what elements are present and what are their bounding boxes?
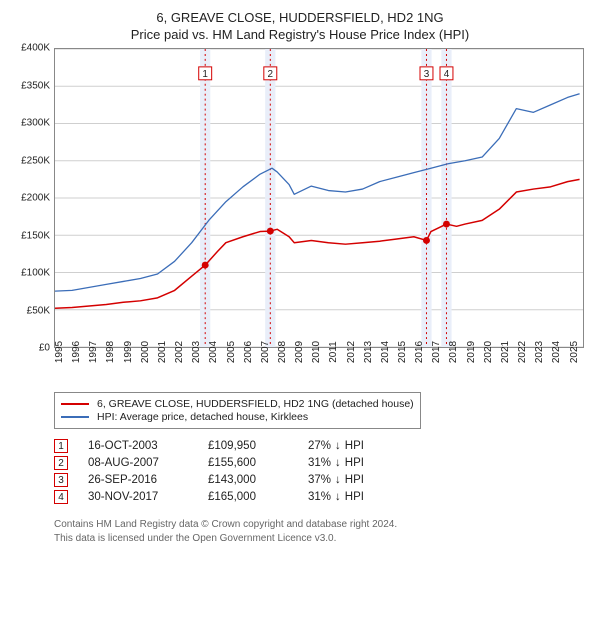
x-axis-label: 2020 — [483, 341, 494, 363]
x-axis-label: 2003 — [191, 341, 202, 363]
legend-swatch — [61, 416, 89, 418]
x-axis-label: 1999 — [123, 341, 134, 363]
event-date: 30-NOV-2017 — [88, 491, 188, 503]
event-pct-value: 27% — [308, 440, 331, 452]
x-axis-label: 2022 — [517, 341, 528, 363]
x-axis-label: 2005 — [226, 341, 237, 363]
legend-label: 6, GREAVE CLOSE, HUDDERSFIELD, HD2 1NG (… — [97, 398, 414, 410]
x-axis-label: 2014 — [380, 341, 391, 363]
event-pct-suffix: HPI — [345, 474, 364, 486]
x-axis-label: 2007 — [260, 341, 271, 363]
svg-text:1: 1 — [202, 69, 208, 80]
event-pct-vs-hpi: 37% ↓ HPI — [308, 474, 398, 486]
down-arrow-icon: ↓ — [335, 457, 341, 469]
x-axis-label: 2009 — [294, 341, 305, 363]
x-axis-label: 2017 — [431, 341, 442, 363]
down-arrow-icon: ↓ — [335, 474, 341, 486]
event-pct-vs-hpi: 27% ↓ HPI — [308, 440, 398, 452]
legend-item: HPI: Average price, detached house, Kirk… — [61, 411, 414, 423]
x-axis-label: 2008 — [277, 341, 288, 363]
svg-text:4: 4 — [444, 69, 450, 80]
event-marker: 2 — [54, 456, 68, 470]
event-pct-value: 31% — [308, 457, 331, 469]
x-axis-label: 2024 — [551, 341, 562, 363]
event-price: £109,950 — [208, 440, 288, 452]
x-axis: 1995199619971998199920002001200220032004… — [54, 348, 584, 388]
y-axis: £0£50K£100K£150K£200K£250K£300K£350K£400… — [10, 48, 54, 348]
y-axis-label: £100K — [21, 268, 50, 279]
event-date: 08-AUG-2007 — [88, 457, 188, 469]
svg-text:2: 2 — [268, 69, 274, 80]
plot-svg: 1 2 3 4 — [55, 49, 583, 347]
x-axis-label: 2006 — [243, 341, 254, 363]
chart-titles: 6, GREAVE CLOSE, HUDDERSFIELD, HD2 1NG P… — [10, 10, 590, 42]
x-axis-label: 2013 — [363, 341, 374, 363]
down-arrow-icon: ↓ — [335, 491, 341, 503]
x-axis-label: 2000 — [140, 341, 151, 363]
legend-swatch — [61, 403, 89, 405]
x-axis-label: 2011 — [328, 341, 339, 363]
event-pct-suffix: HPI — [345, 457, 364, 469]
event-pct-vs-hpi: 31% ↓ HPI — [308, 491, 398, 503]
plot-region: 1 2 3 4 — [54, 48, 584, 348]
y-axis-label: £300K — [21, 118, 50, 129]
legend-item: 6, GREAVE CLOSE, HUDDERSFIELD, HD2 1NG (… — [61, 398, 414, 410]
event-pct-vs-hpi: 31% ↓ HPI — [308, 457, 398, 469]
event-row: 2 08-AUG-2007 £155,600 31% ↓ HPI — [54, 456, 590, 470]
event-pct-value: 31% — [308, 491, 331, 503]
chart-area: £0£50K£100K£150K£200K£250K£300K£350K£400… — [10, 48, 590, 388]
x-axis-label: 2021 — [500, 341, 511, 363]
footer-attribution: Contains HM Land Registry data © Crown c… — [54, 518, 590, 545]
event-date: 16-OCT-2003 — [88, 440, 188, 452]
y-axis-label: £250K — [21, 155, 50, 166]
event-row: 3 26-SEP-2016 £143,000 37% ↓ HPI — [54, 473, 590, 487]
x-axis-label: 2004 — [208, 341, 219, 363]
legend-label: HPI: Average price, detached house, Kirk… — [97, 411, 308, 423]
legend: 6, GREAVE CLOSE, HUDDERSFIELD, HD2 1NG (… — [54, 392, 421, 429]
event-price: £155,600 — [208, 457, 288, 469]
x-axis-label: 1995 — [54, 341, 65, 363]
y-axis-label: £50K — [27, 305, 50, 316]
x-axis-label: 2023 — [534, 341, 545, 363]
event-pct-suffix: HPI — [345, 440, 364, 452]
footer-line-1: Contains HM Land Registry data © Crown c… — [54, 518, 590, 532]
y-axis-label: £400K — [21, 43, 50, 54]
y-axis-label: £200K — [21, 193, 50, 204]
x-axis-label: 2016 — [414, 341, 425, 363]
y-axis-label: £0 — [39, 343, 50, 354]
x-axis-label: 2002 — [174, 341, 185, 363]
x-axis-label: 2015 — [397, 341, 408, 363]
y-axis-label: £350K — [21, 80, 50, 91]
event-pct-value: 37% — [308, 474, 331, 486]
x-axis-label: 2025 — [569, 341, 580, 363]
svg-text:3: 3 — [424, 69, 430, 80]
down-arrow-icon: ↓ — [335, 440, 341, 452]
x-axis-label: 1996 — [71, 341, 82, 363]
chart-container: 6, GREAVE CLOSE, HUDDERSFIELD, HD2 1NG P… — [0, 0, 600, 555]
event-pct-suffix: HPI — [345, 491, 364, 503]
event-row: 1 16-OCT-2003 £109,950 27% ↓ HPI — [54, 439, 590, 453]
event-row: 4 30-NOV-2017 £165,000 31% ↓ HPI — [54, 490, 590, 504]
x-axis-label: 2018 — [448, 341, 459, 363]
event-marker: 3 — [54, 473, 68, 487]
x-axis-label: 2001 — [157, 341, 168, 363]
y-axis-label: £150K — [21, 230, 50, 241]
x-axis-label: 2012 — [346, 341, 357, 363]
x-axis-label: 2010 — [311, 341, 322, 363]
x-axis-label: 1997 — [88, 341, 99, 363]
event-marker: 4 — [54, 490, 68, 504]
footer-line-2: This data is licensed under the Open Gov… — [54, 532, 590, 546]
x-axis-label: 1998 — [105, 341, 116, 363]
event-price: £143,000 — [208, 474, 288, 486]
chart-title: 6, GREAVE CLOSE, HUDDERSFIELD, HD2 1NG — [10, 10, 590, 25]
x-axis-label: 2019 — [466, 341, 477, 363]
event-price: £165,000 — [208, 491, 288, 503]
event-marker: 1 — [54, 439, 68, 453]
chart-subtitle: Price paid vs. HM Land Registry's House … — [10, 27, 590, 42]
event-date: 26-SEP-2016 — [88, 474, 188, 486]
events-table: 1 16-OCT-2003 £109,950 27% ↓ HPI 2 08-AUG-2007 £… — [54, 439, 590, 504]
